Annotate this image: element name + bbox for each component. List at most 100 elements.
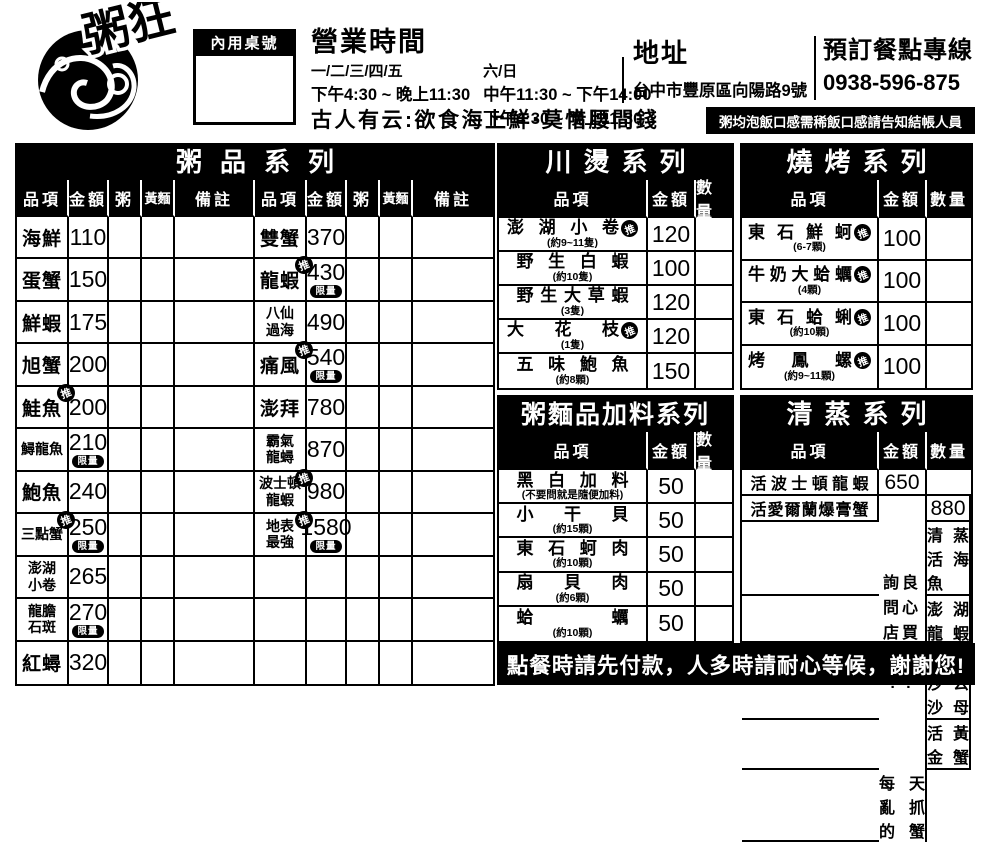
congee-write-cell[interactable] — [109, 217, 142, 260]
congee-write-cell[interactable] — [347, 259, 380, 302]
noodle-write-cell[interactable] — [142, 556, 175, 600]
remark-write-cell[interactable] — [413, 557, 493, 600]
noodle-write-cell[interactable] — [142, 599, 175, 642]
congee-write-cell[interactable] — [347, 641, 380, 684]
remark-write-cell[interactable] — [413, 217, 493, 260]
remark-write-cell[interactable] — [413, 514, 493, 557]
congee-write-cell[interactable] — [109, 599, 142, 642]
qty-write-cell[interactable] — [696, 320, 732, 354]
noodle-write-cell[interactable] — [142, 514, 175, 557]
noodle-write-cell[interactable] — [380, 344, 413, 387]
remark-write-cell[interactable] — [175, 556, 255, 600]
congee-write-cell[interactable] — [109, 344, 142, 387]
remark-write-cell[interactable] — [413, 387, 493, 430]
noodle-write-cell[interactable] — [142, 344, 175, 387]
remark-write-cell[interactable] — [175, 514, 255, 557]
remark-write-cell[interactable] — [175, 301, 255, 345]
qty-write-cell[interactable] — [696, 218, 732, 252]
table-number-write-area[interactable] — [196, 56, 293, 122]
remark-write-cell[interactable] — [175, 217, 255, 260]
item-price: 50 — [648, 606, 696, 641]
noodle-write-cell[interactable] — [142, 386, 175, 430]
col-header: 品項 — [499, 432, 648, 470]
remark-write-cell[interactable] — [175, 259, 255, 302]
qty-write-cell[interactable] — [696, 607, 732, 641]
col-header: 數量 — [696, 432, 732, 473]
congee-write-cell[interactable] — [347, 386, 380, 430]
congee-write-cell[interactable] — [109, 429, 142, 472]
noodle-write-cell[interactable] — [142, 301, 175, 345]
noodle-write-cell[interactable] — [380, 599, 413, 642]
qty-write-cell[interactable] — [742, 522, 879, 596]
noodle-write-cell[interactable] — [142, 259, 175, 302]
qty-write-cell[interactable] — [927, 470, 971, 496]
remark-write-cell[interactable] — [413, 259, 493, 302]
congee-write-cell[interactable] — [109, 471, 142, 515]
congee-write-cell[interactable] — [109, 301, 142, 345]
item-price: 150 — [648, 354, 696, 388]
qty-write-cell[interactable] — [927, 770, 971, 842]
limited-badge: 限量 — [72, 539, 104, 554]
qty-write-cell[interactable] — [927, 261, 971, 303]
item-name: 野生大草蝦 (3隻) — [499, 286, 648, 320]
noodle-write-cell[interactable] — [142, 429, 175, 472]
empty-cell — [307, 599, 347, 642]
qty-write-cell[interactable] — [742, 596, 879, 646]
remark-write-cell[interactable] — [175, 471, 255, 515]
congee-write-cell[interactable] — [109, 556, 142, 600]
item-price: 870 — [307, 429, 347, 472]
qty-write-cell[interactable] — [696, 286, 732, 320]
noodle-write-cell[interactable] — [142, 641, 175, 684]
address-block: 地址 台中市豐原區向陽路9號 — [633, 33, 807, 101]
remark-write-cell[interactable] — [413, 429, 493, 472]
noodle-write-cell[interactable] — [380, 556, 413, 600]
congee-write-cell[interactable] — [109, 514, 142, 557]
congee-write-cell[interactable] — [347, 599, 380, 642]
congee-write-cell[interactable] — [109, 386, 142, 430]
congee-write-cell[interactable] — [109, 259, 142, 302]
noodle-write-cell[interactable] — [380, 471, 413, 515]
congee-write-cell[interactable] — [347, 514, 380, 557]
item-name: 澎湖小卷推 (約9~11隻) — [499, 217, 648, 252]
qty-write-cell[interactable] — [696, 470, 732, 505]
qty-write-cell[interactable] — [696, 354, 732, 388]
item-price: 100 — [879, 345, 927, 388]
remark-write-cell[interactable] — [175, 344, 255, 387]
remark-write-cell[interactable] — [175, 641, 255, 684]
congee-write-cell[interactable] — [347, 344, 380, 387]
remark-write-cell[interactable] — [175, 599, 255, 642]
congee-write-cell[interactable] — [347, 471, 380, 515]
remark-write-cell[interactable] — [413, 642, 493, 684]
qty-write-cell[interactable] — [696, 573, 732, 607]
noodle-write-cell[interactable] — [380, 386, 413, 430]
remark-write-cell[interactable] — [413, 302, 493, 345]
remark-write-cell[interactable] — [175, 429, 255, 472]
congee-write-cell[interactable] — [347, 429, 380, 472]
congee-write-cell[interactable] — [347, 217, 380, 260]
qty-write-cell[interactable] — [742, 720, 879, 770]
qty-write-cell[interactable] — [927, 303, 971, 346]
noodle-write-cell[interactable] — [380, 514, 413, 557]
noodle-write-cell[interactable] — [380, 301, 413, 345]
noodle-write-cell[interactable] — [380, 429, 413, 472]
remark-write-cell[interactable] — [175, 386, 255, 430]
qty-write-cell[interactable] — [696, 504, 732, 539]
remark-write-cell[interactable] — [413, 344, 493, 387]
item-name: 每天亂抓的蟹 — [879, 770, 927, 842]
congee-write-cell[interactable] — [347, 301, 380, 345]
qty-write-cell[interactable] — [927, 346, 971, 389]
qty-write-cell[interactable] — [742, 770, 879, 842]
qty-write-cell[interactable] — [927, 218, 971, 261]
noodle-write-cell[interactable] — [142, 471, 175, 515]
qty-write-cell[interactable] — [696, 538, 732, 573]
noodle-write-cell[interactable] — [380, 217, 413, 260]
noodle-write-cell[interactable] — [380, 259, 413, 302]
remark-write-cell[interactable] — [413, 472, 493, 515]
remark-write-cell[interactable] — [413, 599, 493, 642]
congee-write-cell[interactable] — [347, 556, 380, 600]
noodle-write-cell[interactable] — [380, 641, 413, 684]
item-price: 120 — [648, 286, 696, 320]
qty-write-cell[interactable] — [696, 252, 732, 286]
congee-write-cell[interactable] — [109, 641, 142, 684]
noodle-write-cell[interactable] — [142, 217, 175, 260]
